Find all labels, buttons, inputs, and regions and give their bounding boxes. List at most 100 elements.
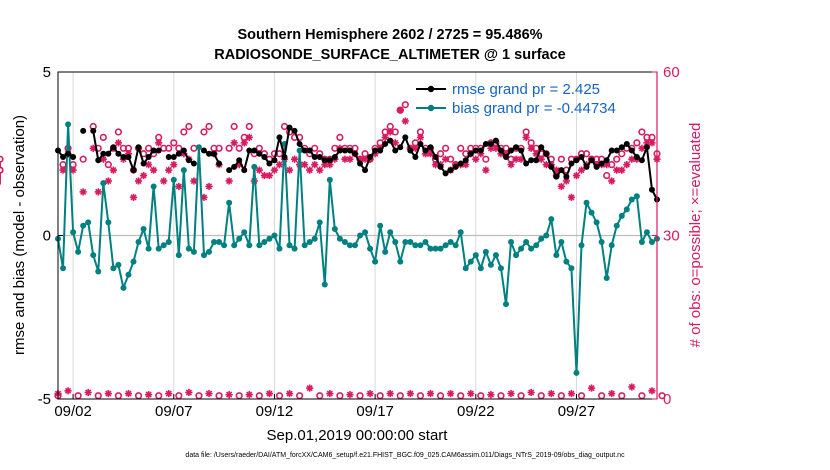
obs-evaluated-point — [527, 144, 535, 152]
chart-subtitle: RADIOSONDE_SURFACE_ALTIMETER @ 1 surface — [214, 47, 565, 63]
rmse-point — [442, 170, 449, 177]
obs-evaluated-point — [426, 389, 435, 398]
rmse-point — [336, 147, 343, 154]
obs-possible-point — [170, 139, 178, 147]
obs-evaluated-point — [129, 193, 138, 201]
rmse-point — [185, 157, 192, 164]
obs-evaluated-point — [507, 161, 515, 169]
rmse-point — [382, 140, 389, 147]
bias-point — [256, 242, 263, 249]
obs-possible-point — [0, 166, 4, 174]
rmse-point — [377, 147, 384, 154]
rmse-point — [190, 160, 197, 167]
bias-point — [261, 239, 268, 246]
obs-evaluated-point — [613, 166, 621, 174]
rmse-point — [286, 124, 293, 131]
obs-possible-point — [99, 133, 107, 141]
rmse-point — [296, 140, 303, 147]
bias-point — [241, 229, 248, 236]
obs-evaluated-point — [557, 182, 565, 191]
rmse-point — [155, 147, 162, 154]
obs-evaluated-point — [104, 177, 112, 185]
obs-possible-point — [441, 144, 450, 152]
obs-possible-point — [235, 144, 243, 152]
rmse-point — [351, 150, 358, 157]
bias-point — [462, 265, 469, 272]
obs-evaluated-point — [527, 388, 535, 397]
rmse-point — [125, 154, 132, 161]
bias-point — [427, 245, 434, 252]
obs-evaluated-point — [265, 171, 274, 180]
bias-point — [482, 248, 489, 255]
bias-point — [286, 242, 293, 249]
rmse-point — [331, 154, 338, 161]
bias-point — [185, 245, 192, 252]
obs-evaluated-point — [230, 139, 238, 147]
bias-point — [105, 219, 112, 226]
bias-point — [568, 265, 575, 272]
bias-point — [276, 245, 283, 252]
bias-point — [180, 167, 187, 174]
rmse-point — [150, 147, 157, 154]
obs-evaluated-point — [160, 177, 168, 185]
obs-evaluated-point — [406, 389, 414, 398]
obs-evaluated-point — [587, 384, 596, 392]
bias-point — [643, 229, 650, 236]
obs-evaluated-point — [64, 387, 72, 395]
rmse-point — [593, 163, 600, 170]
bias-point — [508, 239, 515, 246]
rmse-point — [306, 147, 313, 154]
obs-evaluated-point — [84, 388, 92, 397]
rmse-point — [412, 154, 419, 161]
rmse-point — [648, 186, 655, 193]
obs-evaluated-point — [618, 166, 626, 174]
rmse-point — [538, 144, 545, 151]
bias-point — [231, 242, 238, 249]
rmse-point — [316, 154, 323, 161]
obs-evaluated-point — [170, 161, 178, 169]
obs-evaluated-point — [386, 128, 394, 136]
rmse-point — [231, 163, 238, 170]
bias-point — [528, 245, 535, 252]
y2-tick-label: 60 — [663, 64, 680, 81]
obs-evaluated-point — [104, 389, 112, 398]
bias-point — [336, 235, 343, 242]
obs-possible-point — [230, 122, 238, 131]
bias-point — [618, 212, 625, 219]
obs-evaluated-point — [306, 384, 314, 392]
bias-point — [211, 239, 218, 246]
rmse-point — [180, 147, 187, 154]
x-tick-label: 09/12 — [256, 403, 294, 420]
obs-possible-point — [185, 122, 193, 131]
rmse-point — [120, 154, 127, 161]
rmse-point — [281, 154, 288, 161]
bias-point — [648, 239, 655, 246]
rmse-point — [613, 147, 620, 154]
bias-point — [341, 239, 348, 246]
y2-axis-ticks: 0 30 60 — [652, 64, 680, 408]
bias-point — [200, 252, 207, 259]
rmse-point — [422, 147, 429, 154]
bias-point — [447, 239, 454, 246]
y-axis-ticks: -5 0 5 — [38, 64, 63, 408]
rmse-point — [513, 144, 520, 151]
bias-point — [487, 261, 494, 268]
rmse-point — [558, 167, 565, 174]
obs-possible-point — [638, 128, 646, 136]
bias-point — [120, 284, 127, 291]
bias-point — [583, 199, 590, 206]
obs-evaluated-point — [275, 161, 284, 169]
obs-evaluated-point — [240, 139, 248, 147]
rmse-point — [588, 157, 595, 164]
rmse-point — [241, 167, 248, 174]
obs-possible-point — [225, 144, 233, 152]
rmse-point — [211, 150, 218, 157]
bias-point — [392, 239, 399, 246]
bias-point — [326, 176, 333, 183]
obs-evaluated-point — [572, 171, 581, 180]
bias-point — [372, 258, 379, 265]
obs-evaluated-point — [381, 133, 389, 141]
y-tick-label: 0 — [43, 228, 51, 245]
rmse-point — [301, 147, 308, 154]
x-axis-ticks: 09/02 09/07 09/12 09/17 09/22 09/27 — [54, 394, 595, 420]
